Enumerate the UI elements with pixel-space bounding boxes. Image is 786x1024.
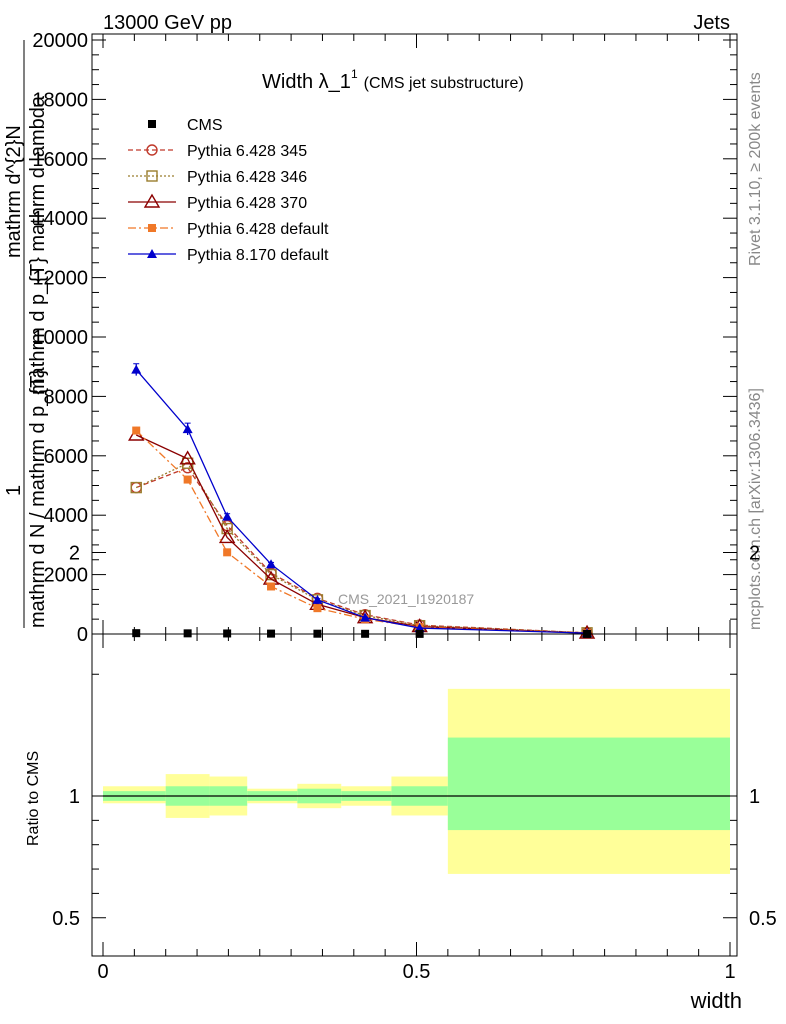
legend-label: Pythia 6.428 370 (187, 195, 307, 212)
y-tick-label: 2000 (44, 565, 89, 587)
series-p8def (131, 363, 593, 638)
data-point-p8def (312, 594, 323, 604)
plot-title: Width λ_11(CMS jet substructure) (262, 67, 524, 93)
header-category-label: Jets (693, 12, 730, 34)
data-point-cms (132, 629, 141, 638)
series-line-p370 (135, 434, 588, 634)
y-tick-label: 20000 (32, 30, 88, 52)
data-point-p370 (218, 529, 236, 544)
legend-label: Pythia 6.428 345 (187, 143, 307, 160)
ratio-frame-border (91, 633, 738, 957)
legend-marker (148, 120, 156, 128)
x-axis-label: width (690, 988, 742, 1013)
mcplots-source-label: mcplots.cern.ch [arXiv:1306.3436] (747, 388, 764, 630)
y-tick-label: 0 (77, 624, 88, 646)
legend-entry-p8def: Pythia 8.170 default (128, 247, 329, 264)
ratio-y-tick-label: 0.5 (52, 908, 80, 930)
header-process-label: 13000 GeV pp (103, 12, 232, 34)
x-tick-label: 0 (97, 961, 108, 983)
data-point-p8def (182, 424, 193, 434)
legend-marker (148, 224, 156, 232)
legend: CMS Pythia 6.428 345 Pythia 6.428 346 Pythi… (128, 117, 329, 264)
legend-marker (146, 144, 158, 156)
main-plot-frame: 0 2000 4000 6000 8000 10000 12000 14000 16000 180… (32, 30, 738, 646)
ratio-y-tick-label-right: 1 (749, 786, 760, 808)
y-tick-label: 4000 (44, 505, 89, 527)
rivet-version-label: Rivet 3.1.10, ≥ 200k events (747, 72, 764, 266)
ylabel-prefactor: 1 (3, 485, 25, 496)
legend-label: Pythia 6.428 default (187, 221, 329, 238)
data-point-p6def (313, 604, 322, 613)
y-tick-label: 18000 (32, 89, 88, 111)
data-point-p8def (222, 511, 233, 521)
series-p345 (130, 461, 593, 639)
ratio-y-tick-label: 2 (69, 543, 80, 565)
data-point-cms (183, 629, 192, 638)
y-tick-label: 16000 (32, 149, 88, 171)
y-tick-label: 8000 (44, 386, 89, 408)
legend-entry-p370: Pythia 6.428 370 (128, 193, 307, 212)
ylabel-denominator: mathrm d p_{T} mathrm d lambda (27, 95, 49, 395)
legend-entry-p346: Pythia 6.428 346 (128, 169, 307, 186)
data-point-p6def (267, 582, 276, 591)
data-point-p346 (130, 481, 142, 494)
ylabel-numerator: mathrm d^{2}N (3, 125, 25, 258)
data-point-p8def (360, 612, 371, 622)
ratio-y-tick-label-right: 2 (749, 543, 760, 565)
x-tick-label: 0.5 (403, 961, 431, 983)
data-point-p8def (131, 364, 142, 374)
legend-entry-p6def: Pythia 6.428 default (128, 221, 329, 238)
legend-label: Pythia 6.428 346 (187, 169, 307, 186)
legend-label: Pythia 8.170 default (187, 247, 329, 264)
data-point-p6def (223, 548, 232, 557)
legend-marker (147, 249, 157, 258)
data-point-cms (223, 629, 232, 638)
ratio-inner-band (447, 737, 730, 831)
ratio-y-axis-label: Ratio to CMS (25, 751, 42, 846)
series-line-p8def (135, 369, 588, 634)
legend-label: CMS (187, 117, 223, 134)
y-tick-label: 6000 (44, 446, 89, 468)
data-point-p6def (132, 426, 141, 435)
ratio-plot-frame: 0.5 0.5 1 1 2 2 0 0.5 1 (52, 543, 777, 984)
legend-entry-p345: Pythia 6.428 345 (128, 143, 307, 160)
data-point-p8def (266, 559, 277, 569)
x-tick-label: 1 (724, 961, 735, 983)
ratio-y-tick-label: 1 (69, 786, 80, 808)
series-line-p346 (135, 462, 588, 634)
legend-marker (143, 193, 161, 208)
ylabel-normalisation: mathrm d N / mathrm d p_{T} (27, 369, 49, 628)
analysis-watermark: CMS_2021_I1920187 (338, 591, 474, 607)
legend-entry-cms: CMS (148, 117, 223, 134)
data-point-p370 (179, 450, 196, 465)
y-tick-label: 14000 (32, 208, 88, 230)
y-tick-label: 10000 (32, 327, 88, 349)
main-y-axis-label: mathrm d^{2}N mathrm d p_{T} mathrm d la… (3, 40, 49, 628)
legend-marker (146, 170, 158, 182)
ratio-uncertainty-bands (103, 688, 730, 874)
data-point-p8def (414, 623, 425, 633)
data-point-p6def (183, 475, 192, 484)
y-tick-label: 12000 (32, 268, 88, 290)
ratio-y-tick-label-right: 0.5 (749, 908, 777, 930)
